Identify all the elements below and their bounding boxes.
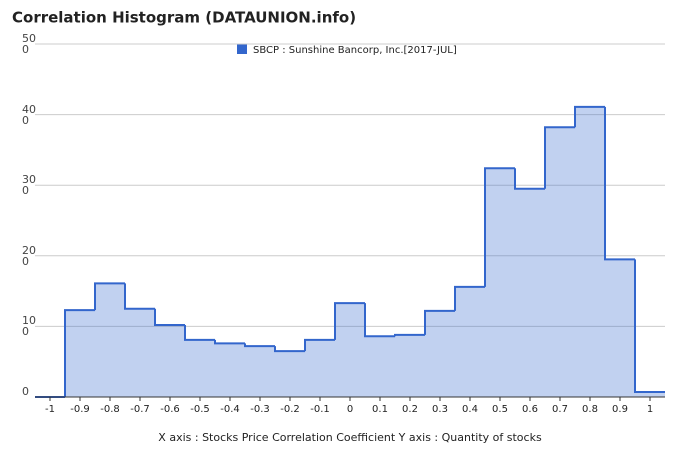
bar xyxy=(425,310,455,397)
x-tick-label: 0.3 xyxy=(432,404,448,415)
bar-outline xyxy=(484,167,515,287)
x-tick-label: 0.6 xyxy=(522,404,538,415)
legend-swatch xyxy=(237,44,247,54)
x-tick-label: 0.1 xyxy=(372,404,388,415)
bar-outline xyxy=(364,303,395,338)
legend-label: SBCP : Sunshine Bancorp, Inc.[2017-JUL] xyxy=(253,45,457,56)
x-tick-label: -0.7 xyxy=(130,404,150,415)
bar xyxy=(275,351,305,397)
bar xyxy=(215,343,245,397)
bar xyxy=(575,106,605,398)
bar-outline xyxy=(154,308,185,326)
bar xyxy=(395,334,425,397)
bar-outline xyxy=(214,339,245,345)
y-tick-label: 300 xyxy=(22,173,36,198)
x-tick-label: 0.7 xyxy=(552,404,568,415)
x-tick-label: 0.2 xyxy=(402,404,418,415)
bar xyxy=(125,308,155,397)
x-tick-label: -0.3 xyxy=(250,404,270,415)
bar xyxy=(305,339,335,397)
y-tick-label: 500 xyxy=(22,32,36,56)
x-tick-label: 0.5 xyxy=(492,404,508,415)
bar xyxy=(65,310,95,397)
x-tick-label: -0.8 xyxy=(100,404,120,415)
x-tick-label: -1 xyxy=(45,404,55,415)
bar xyxy=(185,339,215,397)
bar xyxy=(455,286,485,397)
x-tick-label: -0.6 xyxy=(160,404,180,415)
bar-outline xyxy=(634,259,665,394)
x-tick-label: 0.8 xyxy=(582,404,598,415)
bar xyxy=(485,168,515,397)
bar-outline xyxy=(424,309,455,335)
x-tick-label: -0.9 xyxy=(70,404,90,415)
bar-outline xyxy=(454,285,485,311)
y-tick-label: 100 xyxy=(22,314,36,339)
x-tick-label: 0.9 xyxy=(612,404,628,415)
bar xyxy=(245,346,275,397)
bar-outline xyxy=(94,282,125,311)
y-tick-label: 200 xyxy=(22,243,36,268)
bar-outline xyxy=(514,168,545,190)
bar xyxy=(605,259,635,397)
bar xyxy=(335,303,365,397)
bar xyxy=(95,283,125,397)
x-tick-label: 1 xyxy=(647,404,653,415)
bar xyxy=(155,324,185,397)
x-tick-label: -0.4 xyxy=(220,404,240,415)
y-tick-label: 400 xyxy=(22,102,36,127)
chart-title: Correlation Histogram (DATAUNION.info) xyxy=(12,9,356,27)
bar xyxy=(635,392,665,397)
bar xyxy=(515,188,545,397)
axis-caption: X axis : Stocks Price Correlation Coeffi… xyxy=(158,431,542,444)
x-tick-label: -0.5 xyxy=(190,404,210,415)
x-tick-label: -0.1 xyxy=(310,404,330,415)
x-tick-label: 0 xyxy=(347,404,353,415)
bar-outline xyxy=(184,324,215,341)
x-tick-label: 0.4 xyxy=(462,404,478,415)
bar-outline xyxy=(604,106,635,261)
bar-outline xyxy=(394,333,425,337)
bar-outline xyxy=(544,126,575,189)
x-tick-label: -0.2 xyxy=(280,404,300,415)
bar-outline xyxy=(244,343,275,348)
bar-outline xyxy=(124,283,155,310)
bar-outline xyxy=(274,346,305,353)
bar-outline xyxy=(64,309,95,397)
bar-outline xyxy=(334,302,365,340)
y-tick-label: 0 xyxy=(22,385,29,398)
bar xyxy=(545,127,575,398)
bar-outline xyxy=(574,105,605,128)
bar xyxy=(365,336,395,397)
bar-outline xyxy=(304,338,335,352)
